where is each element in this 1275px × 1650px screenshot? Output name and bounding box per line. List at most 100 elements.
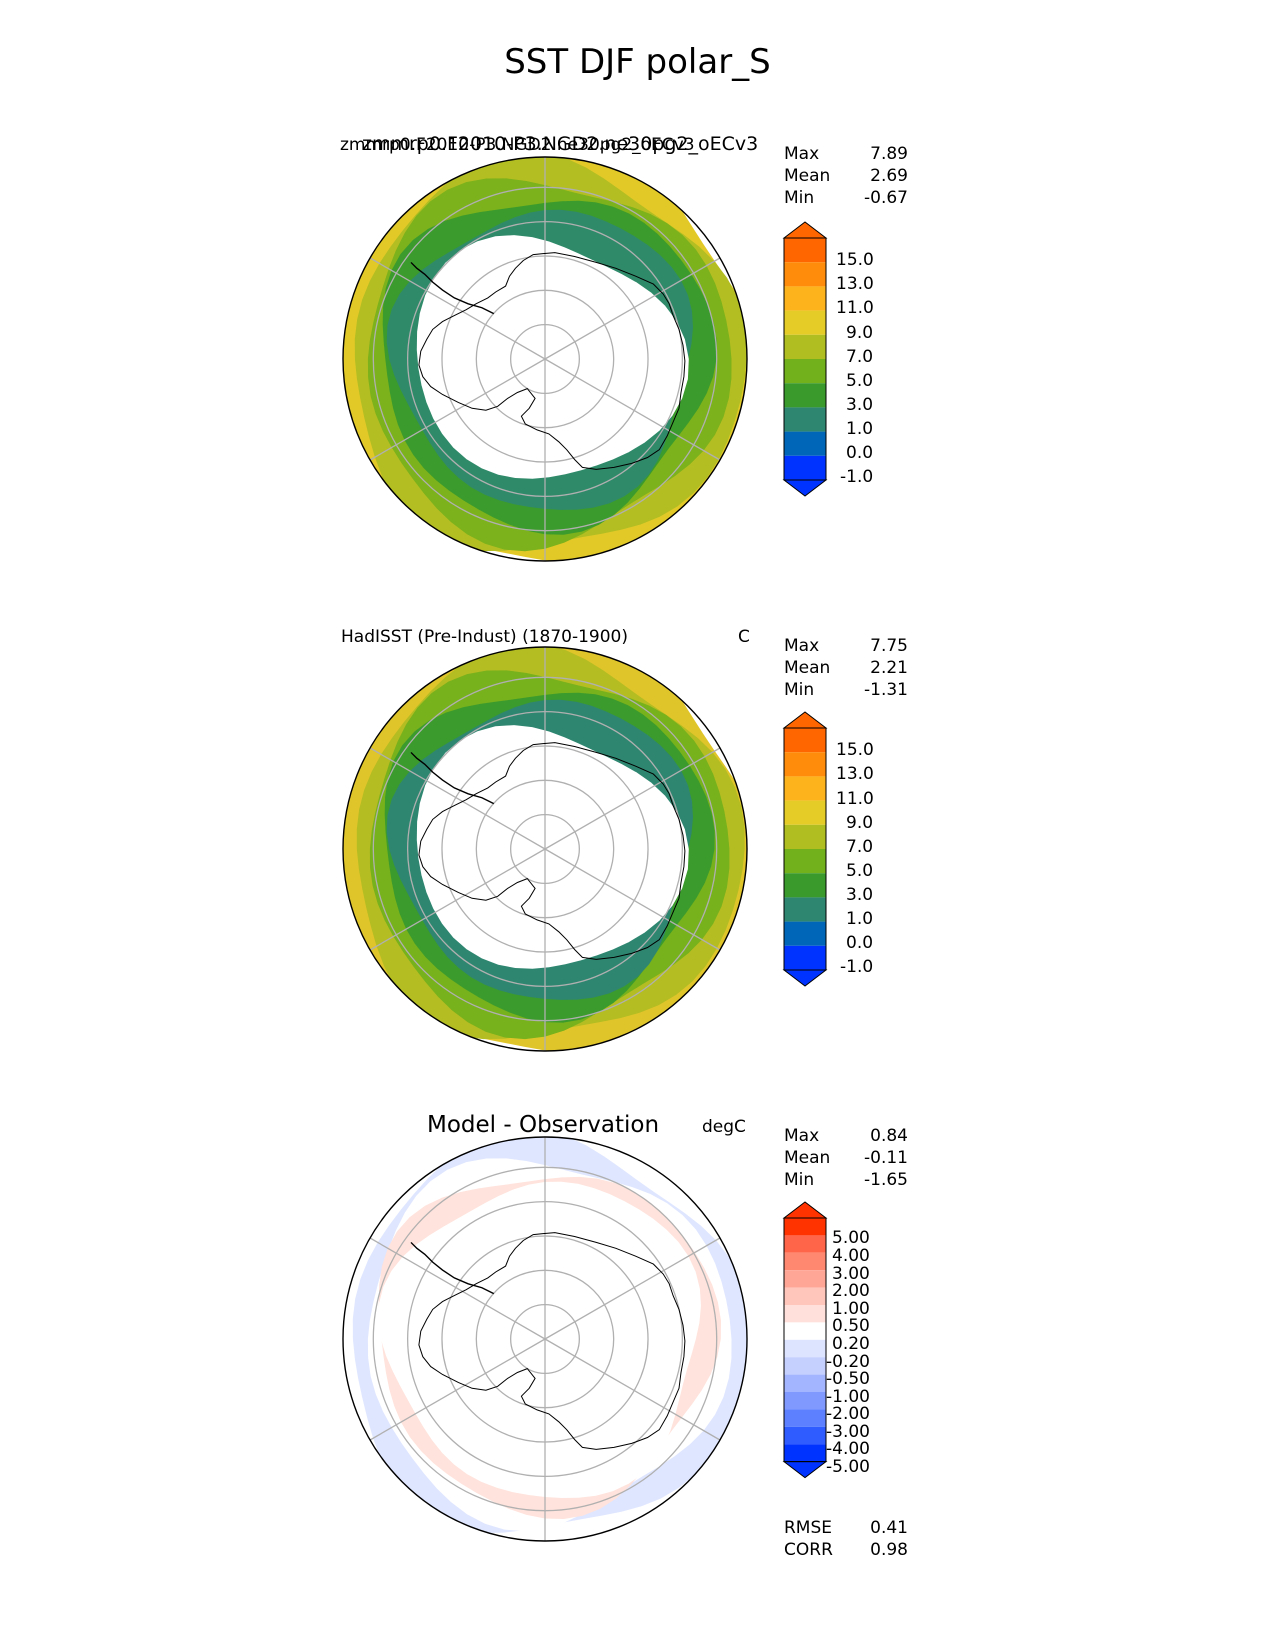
colorbar-segment — [784, 776, 826, 801]
panel3-stat-label-max: Max — [784, 1126, 820, 1146]
panel3-colorbar-tick: -0.50 — [826, 1369, 870, 1389]
colorbar-segment — [784, 1322, 826, 1340]
panel3-metric-label-rmse: RMSE — [784, 1518, 833, 1538]
panel1-left-title: zmmrp0.F2010-P3.NGD2.ne30pg2_oECv3 — [340, 135, 695, 155]
panel2-stat-label-mean: Mean — [784, 658, 831, 678]
panel1-colorbar — [782, 221, 828, 497]
panel2-stat-label-min: Min — [784, 680, 815, 700]
panel3-colorbar-tick: -5.00 — [826, 1457, 870, 1477]
panel2-stat-label-max: Max — [784, 636, 820, 656]
panel2-stat-value-mean: 2.21 — [870, 658, 908, 678]
panel3-colorbar-tick: -0.20 — [826, 1352, 870, 1372]
colorbar-segment — [784, 407, 826, 432]
map-boundary — [342, 1136, 748, 1542]
colorbar-segment — [784, 1235, 826, 1253]
colorbar-segment — [784, 1357, 826, 1375]
panel3-title: Model - Observation — [427, 1112, 660, 1138]
panel2-units: C — [738, 627, 750, 647]
panel2-stat-value-min: -1.31 — [864, 680, 908, 700]
panel2-colorbar-tick: 11.0 — [836, 789, 874, 809]
colorbar-segment — [784, 455, 826, 480]
panel1-colorbar-tick: 0.0 — [846, 443, 874, 463]
colorbar-segment — [784, 1409, 826, 1427]
meridian-line — [369, 358, 546, 461]
panel3-colorbar-tick: 1.00 — [832, 1299, 870, 1319]
meridian-line — [369, 747, 546, 850]
meridian-line — [369, 1338, 546, 1441]
meridian-line — [369, 848, 546, 951]
panel1-stat-value-mean: 2.69 — [870, 166, 908, 186]
colorbar-segment — [784, 849, 826, 874]
panel3-metric-value-rmse: 0.41 — [870, 1518, 908, 1538]
colorbar-segment — [784, 286, 826, 311]
panel3-colorbar-tick: 5.00 — [832, 1228, 870, 1248]
panel3-stat-value-mean: -0.11 — [864, 1148, 908, 1168]
colorbar-segment — [784, 1252, 826, 1271]
sea-ice-mask — [416, 725, 689, 969]
panel2-colorbar-tick: 15.0 — [836, 740, 874, 760]
colorbar-segment — [784, 1444, 826, 1462]
panel2-colorbar-tick: 0.0 — [846, 933, 874, 953]
panel3-colorbar-tick: 4.00 — [832, 1246, 870, 1266]
meridian-line — [369, 1237, 546, 1340]
panel1-stat-value-min: -0.67 — [864, 188, 908, 208]
panel3-colorbar-tick: 2.00 — [832, 1281, 870, 1301]
colorbar-extend-min — [782, 969, 828, 987]
panel1-title: zmmrp0.F2010-P3.NGD2.ne30pg2_oECv3 — [362, 133, 759, 155]
panel1-colorbar-tick: 1.0 — [846, 419, 874, 439]
colorbar-segment — [784, 431, 826, 456]
colorbar-segment — [784, 1426, 826, 1445]
panel1-colorbar-tick: 11.0 — [836, 298, 874, 318]
meridian-line — [544, 1237, 721, 1340]
colorbar-frame — [783, 237, 827, 481]
panel2-left-title: HadISST (Pre-Indust) (1870-1900) — [341, 627, 629, 647]
panel1-colorbar-tick: 9.0 — [846, 323, 874, 343]
meridian-line — [544, 1338, 721, 1441]
antarctica-coastline — [418, 742, 686, 960]
map-boundary — [342, 156, 748, 562]
panel3-colorbar-tick: 0.20 — [832, 1334, 870, 1354]
sea-ice-mask — [416, 235, 689, 479]
colorbar-segment — [784, 1339, 826, 1358]
colorbar-segment — [784, 1305, 826, 1323]
colorbar-segment — [784, 310, 826, 335]
colorbar-segment — [784, 752, 826, 777]
colorbar-segment — [784, 1270, 826, 1288]
colorbar-frame — [783, 727, 827, 971]
panel1-stat-label-mean: Mean — [784, 166, 831, 186]
colorbar-segment — [784, 945, 826, 970]
panel3-stat-label-min: Min — [784, 1170, 815, 1190]
panel2-colorbar-tick: 13.0 — [836, 764, 874, 784]
panel3-stat-value-max: 0.84 — [870, 1126, 908, 1146]
panel2-colorbar-tick: 3.0 — [846, 885, 874, 905]
panel3-colorbar-tick: -1.00 — [826, 1387, 870, 1407]
panel1-colorbar-tick: 7.0 — [846, 347, 874, 367]
panel1-colorbar-tick: 5.0 — [846, 371, 874, 391]
antarctica-coastline — [418, 252, 686, 470]
panel3-stat-label-mean: Mean — [784, 1148, 831, 1168]
panel2-colorbar-tick: 9.0 — [846, 813, 874, 833]
colorbar-segment — [784, 1374, 826, 1392]
panel3-stat-value-min: -1.65 — [864, 1170, 908, 1190]
panel3-metric-label-corr: CORR — [784, 1540, 833, 1560]
panel3-units: degC — [702, 1117, 746, 1137]
meridian-line — [544, 747, 721, 850]
colorbar-extend-max — [782, 221, 828, 239]
panel3-colorbar — [782, 1201, 828, 1479]
figure-title: SST DJF polar_S — [504, 42, 771, 82]
colorbar-segment — [784, 1392, 826, 1410]
panel1-colorbar-tick: 3.0 — [846, 395, 874, 415]
colorbar-segment — [784, 1287, 826, 1305]
meridian-line — [544, 257, 721, 360]
colorbar-extend-max — [782, 711, 828, 729]
antarctic-peninsula-coastline — [410, 751, 495, 805]
panel3-colorbar-tick: -4.00 — [826, 1439, 870, 1459]
colorbar-segment — [784, 334, 826, 359]
panel3-colorbar-tick: -2.00 — [826, 1404, 870, 1424]
map-shading-band — [378, 1181, 701, 1498]
colorbar-extend-min — [782, 479, 828, 497]
colorbar-segment — [784, 921, 826, 946]
colorbar-segment — [784, 824, 826, 849]
colorbar-segment — [784, 1218, 826, 1236]
panel3-metric-value-corr: 0.98 — [870, 1540, 908, 1560]
